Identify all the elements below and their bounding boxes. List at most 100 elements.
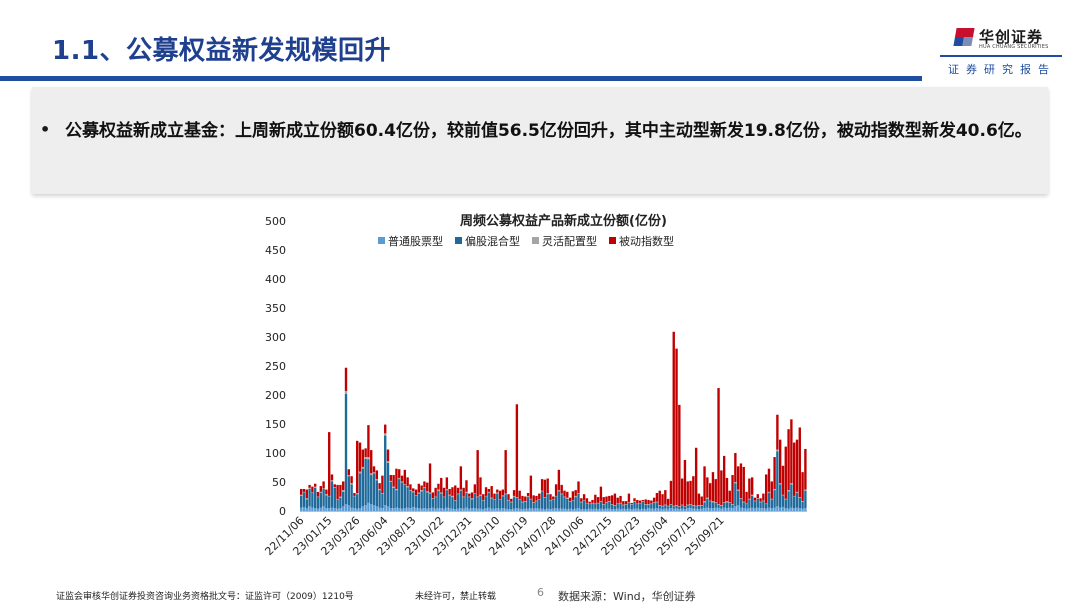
bar-segment (501, 489, 505, 496)
bar-segment (546, 493, 549, 495)
bar-segment (585, 503, 589, 510)
bar-segment (524, 496, 527, 502)
bar-segment (406, 486, 409, 488)
bar-segment (767, 491, 771, 494)
bar-segment (372, 505, 376, 511)
bar-segment (661, 506, 664, 510)
bar-segment (574, 495, 577, 498)
bar-segment (465, 480, 468, 492)
bar-segment (748, 478, 751, 499)
department-label: 证券研究报告 (948, 63, 1056, 76)
bar-segment (311, 492, 314, 494)
bar-segment (596, 497, 600, 503)
bar-segment (510, 498, 513, 502)
bar-segment (563, 490, 566, 497)
bar-segment (599, 508, 603, 511)
bar-segment (686, 504, 689, 506)
bar-segment (526, 497, 530, 509)
logo-name-cn: 华创证券 (979, 28, 1044, 46)
bar-segment (484, 508, 488, 511)
bar-segment (563, 496, 566, 498)
bar-segment (518, 499, 521, 500)
bar-segment (358, 471, 362, 474)
bar-segment (532, 495, 535, 503)
bar-segment (652, 508, 656, 511)
bar-segment (420, 491, 423, 509)
bar-segment (339, 496, 342, 498)
bar-segment (672, 506, 675, 509)
bar-segment (647, 504, 650, 509)
bar-segment (319, 493, 322, 508)
bar-segment (344, 393, 348, 505)
bar-segment (658, 505, 661, 506)
bar-segment (678, 404, 681, 507)
bar-segment (423, 508, 426, 511)
bar-segment (675, 348, 678, 506)
bar-segment (434, 496, 437, 498)
bar-segment (501, 496, 505, 509)
bar-segment (616, 508, 619, 511)
bar-segment (599, 486, 603, 502)
page-number: 6 (537, 586, 544, 599)
bar-segment (353, 508, 356, 511)
bar-segment (510, 509, 513, 511)
bar-segment (557, 469, 561, 491)
bar-segment (395, 507, 398, 511)
bar-segment (778, 507, 782, 511)
bar-segment (384, 424, 387, 434)
bar-segment (566, 498, 569, 510)
bar-segment (448, 494, 451, 496)
bar-segment (498, 499, 502, 500)
bar-segment (792, 496, 796, 509)
bar-segment (714, 479, 717, 503)
bar-segment (482, 509, 485, 511)
bar-segment (706, 477, 709, 498)
bar-segment (697, 505, 701, 506)
bar-segment (367, 502, 370, 511)
bar-segment (557, 490, 561, 492)
bar-segment (493, 499, 496, 509)
bar-segment (554, 496, 558, 509)
bar-segment (798, 508, 801, 511)
bar-segment (336, 484, 339, 500)
bar-segment (773, 490, 776, 508)
bar-segment (546, 478, 549, 494)
bar-segment (574, 490, 577, 496)
bar-segment (801, 472, 804, 502)
bar-segment (759, 502, 762, 509)
bar-segment (454, 509, 457, 511)
bar-segment (406, 507, 409, 511)
bar-segment (302, 492, 306, 507)
bar-segment (504, 494, 507, 509)
bar-segment (647, 499, 650, 505)
bar-segment (633, 508, 636, 511)
bar-segment (613, 509, 617, 511)
bar-segment (722, 502, 726, 508)
bar-segment (767, 468, 771, 492)
bar-segment (801, 501, 804, 502)
header-rule (0, 76, 922, 81)
bar-segment (364, 448, 367, 458)
bar-segment (666, 508, 670, 511)
bar-segment (392, 475, 395, 487)
bar-segment (305, 498, 308, 500)
bar-segment (804, 489, 807, 491)
bar-segment (414, 495, 418, 508)
bar-segment (487, 491, 491, 494)
legend-label: 普通股票型 (388, 234, 443, 248)
bar-segment (395, 488, 398, 491)
bar-segment (795, 439, 799, 492)
bar-segment (426, 491, 429, 493)
bar-segment (608, 501, 611, 509)
bar-segment (406, 477, 409, 487)
bar-segment (493, 499, 496, 500)
bar-segment (468, 508, 471, 511)
bar-segment (554, 508, 558, 511)
bar-segment (448, 495, 451, 509)
bar-segment (521, 509, 524, 511)
bar-segment (588, 501, 591, 504)
bar-segment (624, 509, 628, 511)
bar-segment (356, 493, 359, 495)
logo-rule (940, 55, 1062, 57)
bar-segment (336, 499, 339, 509)
